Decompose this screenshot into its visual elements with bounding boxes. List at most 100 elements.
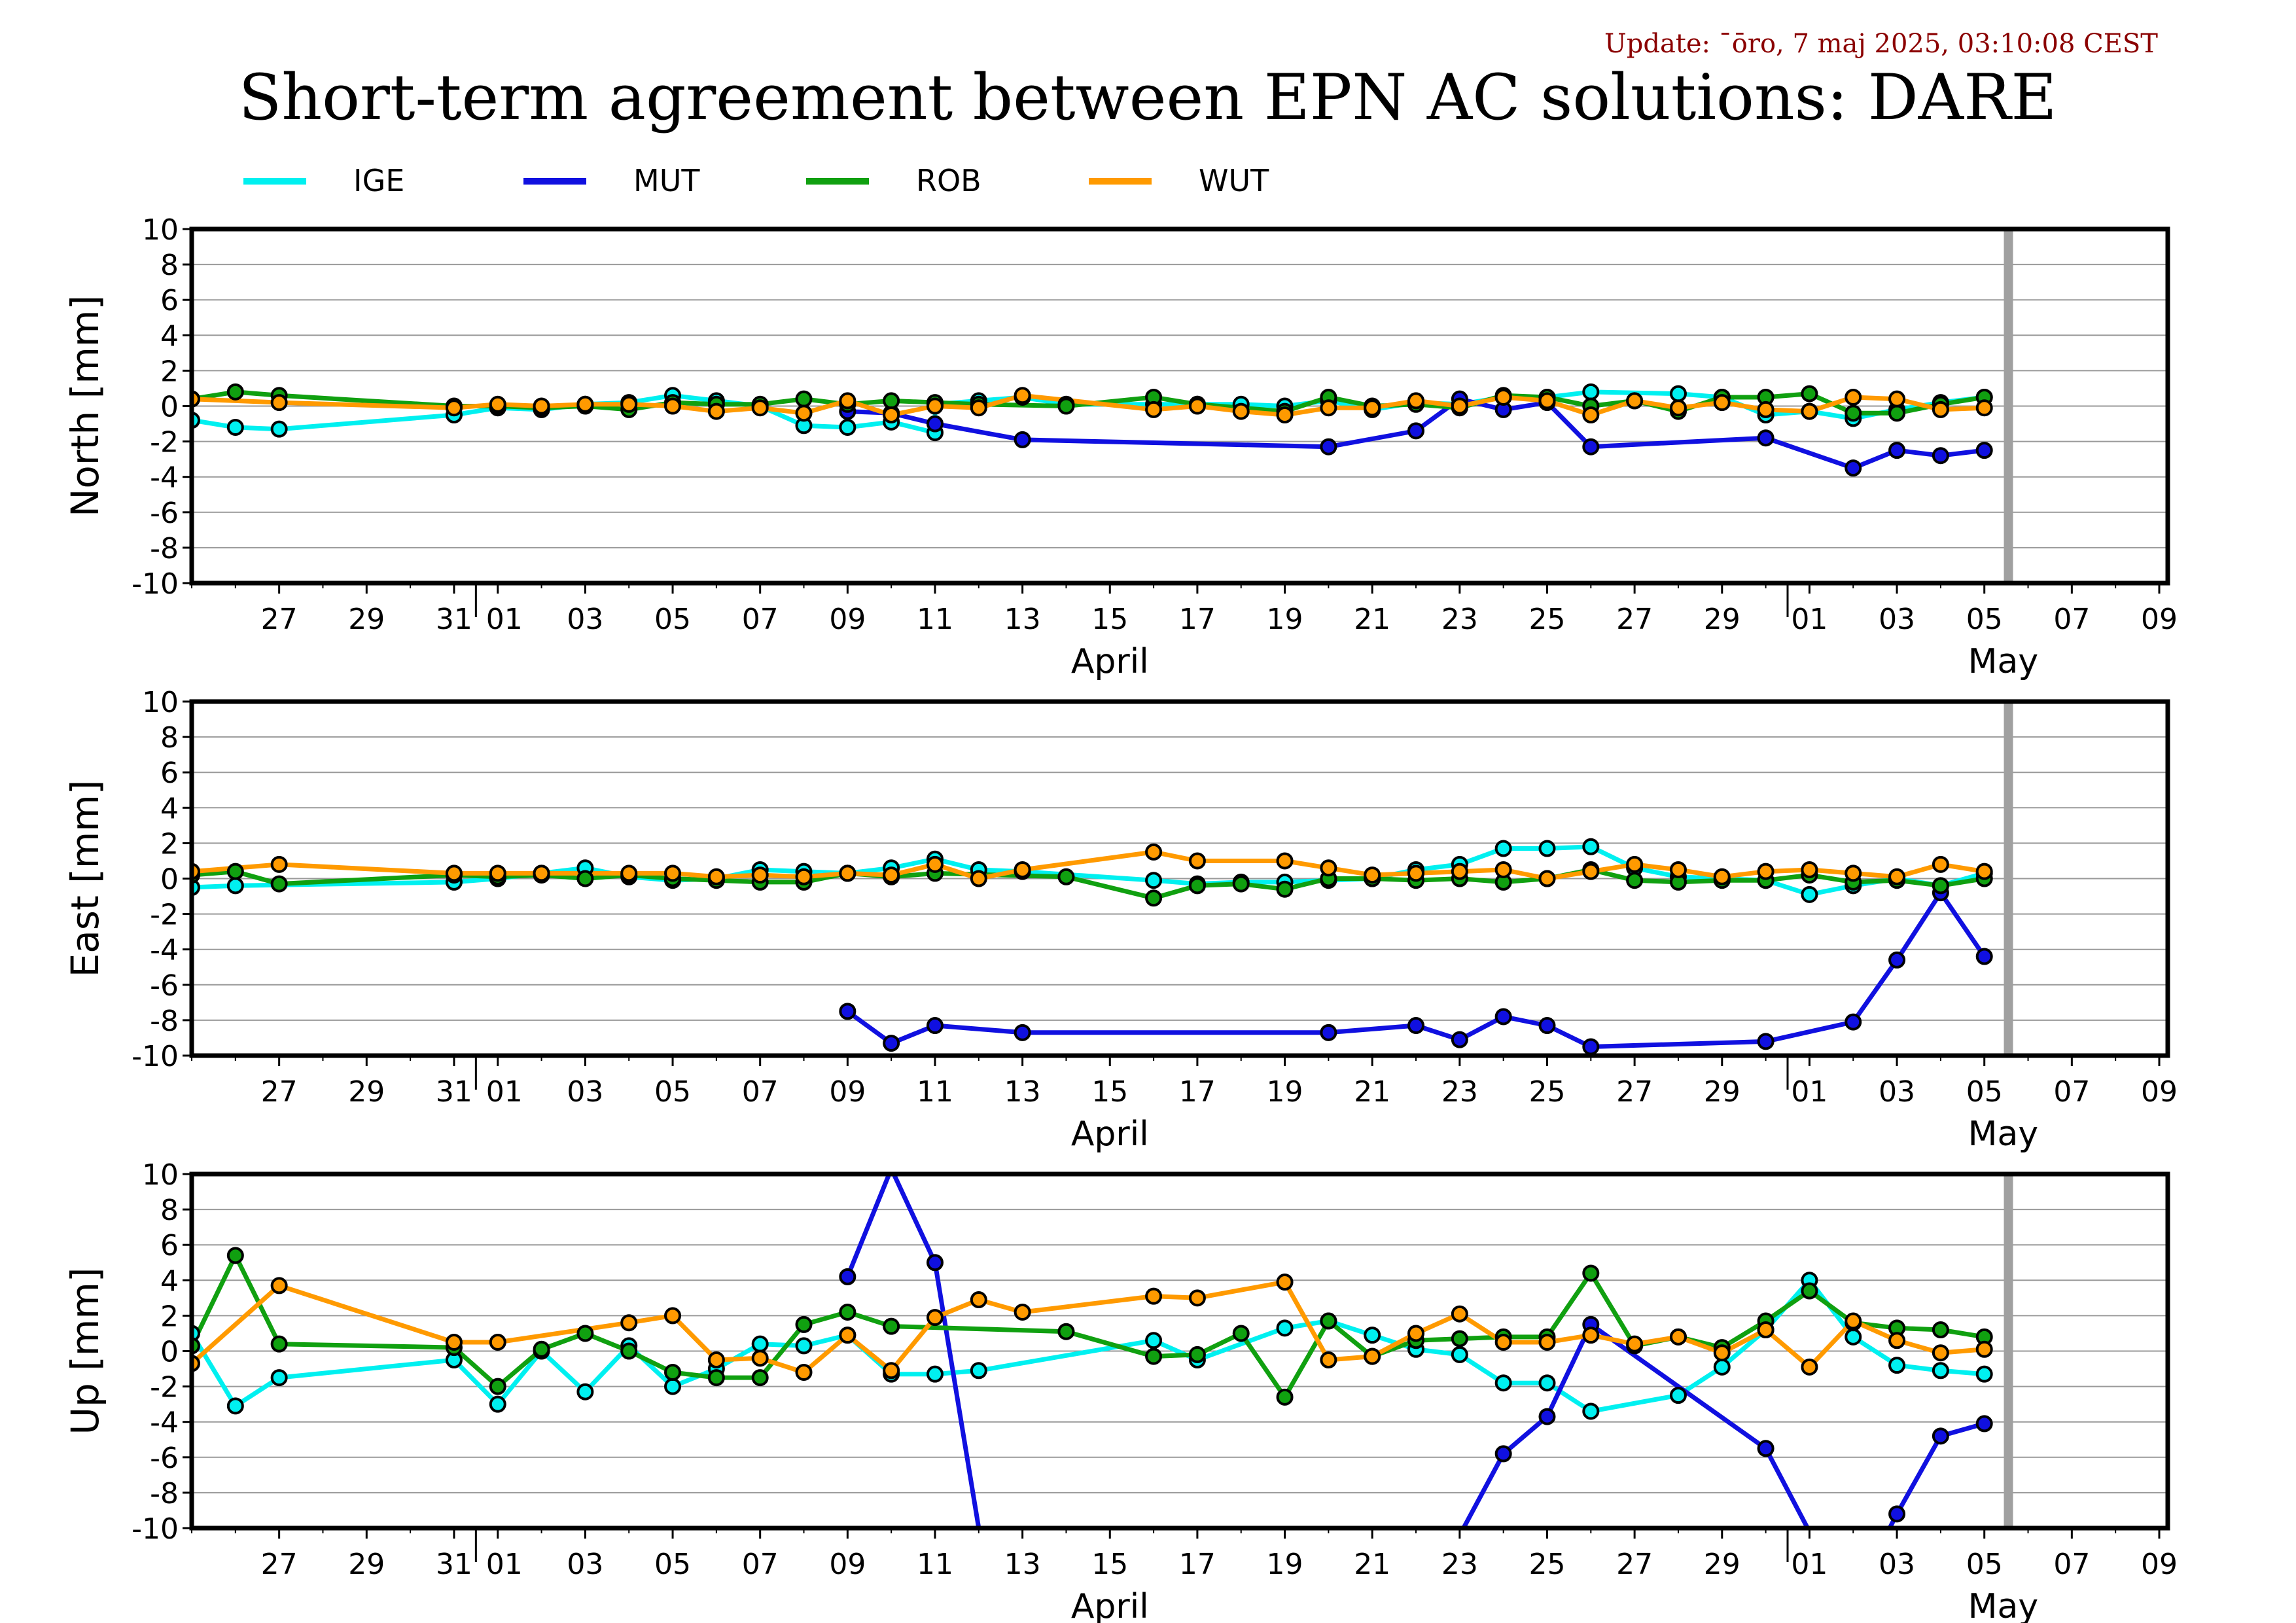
data-point-mut bbox=[1582, 438, 1600, 455]
data-point-ige bbox=[226, 418, 244, 436]
x-tick-label: 29 bbox=[348, 1075, 385, 1109]
data-point-rob bbox=[1451, 1330, 1468, 1347]
data-point-rob bbox=[664, 1363, 682, 1381]
x-tick-label: 07 bbox=[2053, 603, 2090, 636]
series-line-ige bbox=[192, 1277, 1985, 1414]
data-point-mut bbox=[1975, 948, 1993, 965]
series-line-mut bbox=[1460, 1322, 1810, 1528]
y-axis-label: North [mm] bbox=[63, 295, 107, 517]
x-tick-label: 27 bbox=[261, 1075, 298, 1109]
data-point-ige bbox=[1582, 838, 1600, 855]
data-point-mut bbox=[1757, 1033, 1775, 1050]
x-tick-label: 21 bbox=[1354, 1548, 1390, 1581]
series-layer bbox=[192, 1174, 1993, 1528]
x-tick-label: 23 bbox=[1441, 1548, 1478, 1581]
x-tick-label: 09 bbox=[2141, 1075, 2178, 1109]
data-point-rob bbox=[1276, 880, 1294, 898]
data-point-rob bbox=[1801, 385, 1818, 402]
data-point-wut bbox=[1713, 868, 1731, 885]
data-point-wut bbox=[1932, 401, 1949, 418]
data-point-mut bbox=[1014, 1024, 1031, 1041]
data-point-wut bbox=[1364, 399, 1381, 417]
y-tick-label: 2 bbox=[160, 827, 179, 861]
data-point-wut bbox=[1582, 406, 1600, 424]
data-point-ige bbox=[1845, 1328, 1862, 1346]
data-point-wut bbox=[1713, 394, 1731, 412]
data-point-rob bbox=[839, 1303, 857, 1321]
y-axis-label: East [mm] bbox=[63, 780, 107, 978]
data-point-mut bbox=[1845, 459, 1862, 477]
data-point-rob bbox=[270, 1335, 288, 1353]
data-point-wut bbox=[1975, 863, 1993, 880]
data-point-wut bbox=[839, 392, 857, 410]
data-point-wut bbox=[445, 1333, 463, 1351]
x-tick-label: 19 bbox=[1267, 1548, 1303, 1581]
data-point-ige bbox=[795, 1337, 813, 1355]
data-point-rob bbox=[1057, 868, 1075, 885]
data-point-wut bbox=[1801, 1358, 1818, 1376]
data-point-ige bbox=[926, 1365, 944, 1383]
data-point-wut bbox=[751, 399, 769, 417]
data-point-ige bbox=[1669, 385, 1687, 402]
data-point-ige bbox=[970, 1362, 987, 1380]
data-point-wut bbox=[1232, 402, 1250, 420]
data-point-wut bbox=[707, 868, 725, 885]
data-point-wut bbox=[664, 1307, 682, 1325]
data-point-ige bbox=[839, 418, 857, 436]
series-layer bbox=[192, 838, 1993, 1056]
x-tick-label: 31 bbox=[436, 1075, 472, 1109]
data-point-ige bbox=[1582, 383, 1600, 401]
data-point-wut bbox=[620, 1314, 638, 1332]
data-point-mut bbox=[883, 1035, 900, 1052]
data-point-ige bbox=[226, 1397, 244, 1415]
data-point-ige bbox=[226, 877, 244, 895]
y-tick-label: 8 bbox=[160, 1194, 179, 1227]
data-point-wut bbox=[1582, 1327, 1600, 1344]
data-point-wut bbox=[707, 1351, 725, 1369]
data-point-mut bbox=[1407, 422, 1425, 440]
month-label: May bbox=[1968, 1115, 2039, 1154]
data-point-rob bbox=[226, 383, 244, 401]
data-point-wut bbox=[926, 1309, 944, 1327]
data-point-wut bbox=[489, 395, 506, 413]
data-point-rob bbox=[1888, 404, 1906, 422]
data-point-wut bbox=[1276, 406, 1294, 424]
data-point-wut bbox=[445, 399, 463, 417]
data-point-mut bbox=[839, 1268, 857, 1285]
today-band bbox=[2004, 702, 2013, 1056]
data-point-wut bbox=[1451, 397, 1468, 415]
x-tick-label: 05 bbox=[1966, 1548, 2003, 1581]
y-tick-label: -6 bbox=[150, 1442, 179, 1475]
y-tick-label: -6 bbox=[150, 969, 179, 1003]
legend-label-wut: WUT bbox=[1199, 163, 1269, 198]
y-tick-label: -2 bbox=[150, 1371, 179, 1404]
data-point-wut bbox=[1407, 1325, 1425, 1342]
data-point-wut bbox=[1845, 388, 1862, 406]
data-point-mut bbox=[1845, 1013, 1862, 1031]
x-tick-label: 13 bbox=[1004, 603, 1041, 636]
data-point-wut bbox=[1494, 1333, 1512, 1351]
data-point-wut bbox=[1669, 1328, 1687, 1346]
data-point-rob bbox=[1057, 1323, 1075, 1340]
x-tick-label: 15 bbox=[1091, 1075, 1128, 1109]
y-tick-label: -4 bbox=[150, 1406, 179, 1440]
x-tick-label: 23 bbox=[1441, 603, 1478, 636]
data-point-mut bbox=[1494, 1445, 1512, 1463]
data-point-wut bbox=[751, 866, 769, 884]
data-point-wut bbox=[1145, 401, 1163, 418]
y-tick-label: 0 bbox=[160, 391, 179, 424]
data-point-wut bbox=[1276, 852, 1294, 870]
data-point-wut bbox=[664, 397, 682, 415]
data-point-mut bbox=[1975, 1415, 1993, 1433]
series-line-rob bbox=[192, 1253, 1985, 1400]
y-tick-label: -2 bbox=[150, 426, 179, 459]
x-tick-label: 17 bbox=[1179, 1548, 1216, 1581]
data-point-rob bbox=[795, 390, 813, 408]
x-tick-label: 23 bbox=[1441, 1075, 1478, 1109]
series-line-wut bbox=[192, 849, 1985, 881]
data-point-rob bbox=[751, 1369, 769, 1387]
data-point-mut bbox=[1888, 1505, 1906, 1523]
data-point-wut bbox=[839, 1327, 857, 1344]
data-point-wut bbox=[270, 855, 288, 873]
data-point-mut bbox=[1932, 1427, 1949, 1445]
